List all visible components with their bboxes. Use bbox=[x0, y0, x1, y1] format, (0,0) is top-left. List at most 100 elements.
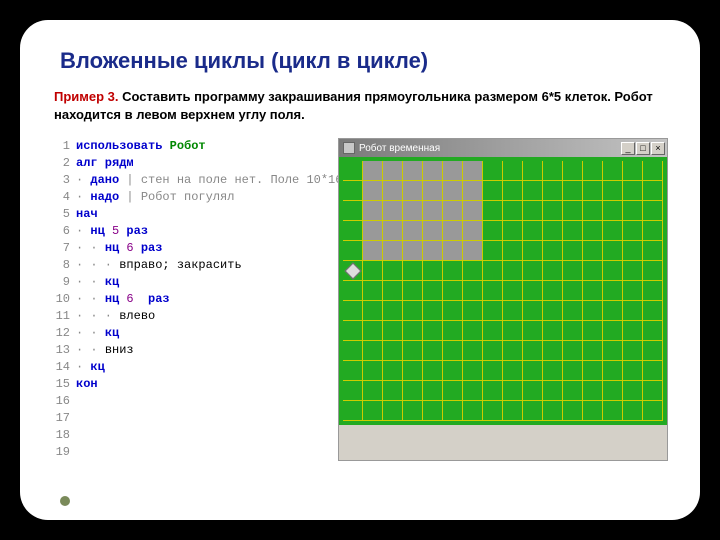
grid-cell bbox=[463, 201, 483, 221]
grid-cell bbox=[483, 221, 503, 241]
code-line: 19 bbox=[52, 444, 328, 461]
grid-cell bbox=[443, 361, 463, 381]
minimize-button[interactable]: _ bbox=[621, 142, 635, 155]
grid-cell bbox=[463, 401, 483, 421]
grid-cell bbox=[443, 321, 463, 341]
grid-cell bbox=[383, 161, 403, 181]
grid-cell bbox=[403, 201, 423, 221]
grid-cell bbox=[643, 221, 663, 241]
grid-cell bbox=[563, 341, 583, 361]
grid-cell bbox=[523, 381, 543, 401]
line-number: 15 bbox=[52, 376, 76, 393]
grid-cell bbox=[583, 341, 603, 361]
grid-cell bbox=[343, 361, 363, 381]
grid-cell bbox=[643, 241, 663, 261]
grid-cell bbox=[383, 241, 403, 261]
grid-cell bbox=[603, 401, 623, 421]
grid-cell bbox=[403, 401, 423, 421]
slide-title: Вложенные циклы (цикл в цикле) bbox=[60, 48, 668, 74]
grid-cell bbox=[523, 361, 543, 381]
grid-cell bbox=[623, 281, 643, 301]
grid-cell bbox=[463, 301, 483, 321]
grid-cell bbox=[543, 201, 563, 221]
grid-cell bbox=[343, 241, 363, 261]
grid-cell bbox=[603, 261, 623, 281]
grid-cell bbox=[343, 321, 363, 341]
grid-cell bbox=[543, 181, 563, 201]
grid-cell bbox=[643, 401, 663, 421]
grid-cell bbox=[423, 301, 443, 321]
grid-cell bbox=[583, 201, 603, 221]
grid-cell bbox=[443, 161, 463, 181]
grid-cell bbox=[623, 321, 643, 341]
code-line: 3· дано | стен на поле нет. Поле 10*16 bbox=[52, 172, 328, 189]
grid-cell bbox=[423, 381, 443, 401]
grid-cell bbox=[343, 161, 363, 181]
grid-cell bbox=[503, 281, 523, 301]
grid-cell bbox=[403, 221, 423, 241]
grid-cell bbox=[603, 341, 623, 361]
grid-cell bbox=[363, 261, 383, 281]
grid-cell bbox=[523, 161, 543, 181]
grid-cell bbox=[643, 361, 663, 381]
grid-cell bbox=[463, 381, 483, 401]
grid-cell bbox=[563, 261, 583, 281]
grid-cell bbox=[463, 341, 483, 361]
line-number: 12 bbox=[52, 325, 76, 342]
grid-cell bbox=[463, 321, 483, 341]
grid-cell bbox=[603, 181, 623, 201]
grid-cell bbox=[523, 341, 543, 361]
grid-cell bbox=[523, 321, 543, 341]
grid-cell bbox=[603, 361, 623, 381]
line-number: 14 bbox=[52, 359, 76, 376]
grid-cell bbox=[503, 401, 523, 421]
code-panel: 1использовать Робот2алг рядм3· дано | ст… bbox=[52, 138, 328, 461]
grid-cell bbox=[543, 301, 563, 321]
grid-cell bbox=[403, 341, 423, 361]
line-number: 8 bbox=[52, 257, 76, 274]
grid-cell bbox=[383, 201, 403, 221]
code-line: 15кон bbox=[52, 376, 328, 393]
grid-cell bbox=[483, 321, 503, 341]
grid-cell bbox=[383, 261, 403, 281]
grid-cell bbox=[403, 381, 423, 401]
grid-cell bbox=[383, 321, 403, 341]
grid-cell bbox=[603, 221, 623, 241]
grid-cell bbox=[583, 161, 603, 181]
line-code: · · · вправо; закрасить bbox=[76, 257, 242, 274]
grid-cell bbox=[483, 301, 503, 321]
line-number: 3 bbox=[52, 172, 76, 189]
grid-cell bbox=[463, 361, 483, 381]
grid-cell bbox=[423, 181, 443, 201]
line-number: 10 bbox=[52, 291, 76, 308]
grid-cell bbox=[563, 321, 583, 341]
close-button[interactable]: × bbox=[651, 142, 665, 155]
grid-cell bbox=[543, 381, 563, 401]
grid-cell bbox=[403, 361, 423, 381]
grid-cell bbox=[503, 261, 523, 281]
grid-cell bbox=[463, 221, 483, 241]
grid-cell bbox=[383, 341, 403, 361]
grid-cell bbox=[363, 301, 383, 321]
grid-cell bbox=[363, 201, 383, 221]
grid-cell bbox=[563, 401, 583, 421]
line-number: 1 bbox=[52, 138, 76, 155]
grid-cell bbox=[343, 301, 363, 321]
grid-cell bbox=[403, 261, 423, 281]
example-label: Пример 3. bbox=[54, 89, 119, 104]
maximize-button[interactable]: □ bbox=[636, 142, 650, 155]
code-line: 17 bbox=[52, 410, 328, 427]
grid-cell bbox=[503, 301, 523, 321]
grid-cell bbox=[543, 161, 563, 181]
grid-cell bbox=[423, 341, 443, 361]
grid-cell bbox=[503, 161, 523, 181]
grid-cell bbox=[643, 261, 663, 281]
grid-cell bbox=[443, 341, 463, 361]
grid-cell bbox=[543, 321, 563, 341]
grid-cell bbox=[363, 401, 383, 421]
subtitle-text: Составить программу закрашивания прямоуг… bbox=[54, 89, 653, 122]
code-line: 5нач bbox=[52, 206, 328, 223]
grid-cell bbox=[423, 401, 443, 421]
grid-cell bbox=[523, 221, 543, 241]
code-line: 13· · вниз bbox=[52, 342, 328, 359]
